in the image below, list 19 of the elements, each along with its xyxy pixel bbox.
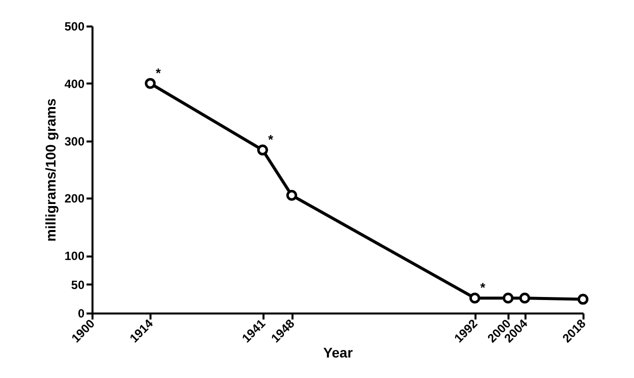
annotation: * (480, 280, 486, 296)
point (144, 78, 156, 89)
y-tick-label: 0 (78, 306, 85, 320)
point (502, 292, 514, 304)
point (578, 294, 588, 305)
y-tick-label: 50 (71, 278, 85, 292)
y-axis-title: milligrams/100 grams (42, 98, 58, 242)
x-axis-title: Year (323, 344, 354, 361)
annotation: * (268, 132, 274, 147)
point (469, 292, 480, 304)
point (286, 190, 298, 201)
annotation: * (156, 65, 162, 80)
point (257, 144, 268, 156)
point (519, 292, 530, 304)
y-tick-label: 400 (64, 76, 85, 91)
y-tick-label: 100 (64, 249, 85, 264)
y-tick-label: 200 (64, 192, 85, 206)
y-tick-label: 300 (64, 134, 85, 148)
y-tick-label: 500 (64, 20, 85, 34)
